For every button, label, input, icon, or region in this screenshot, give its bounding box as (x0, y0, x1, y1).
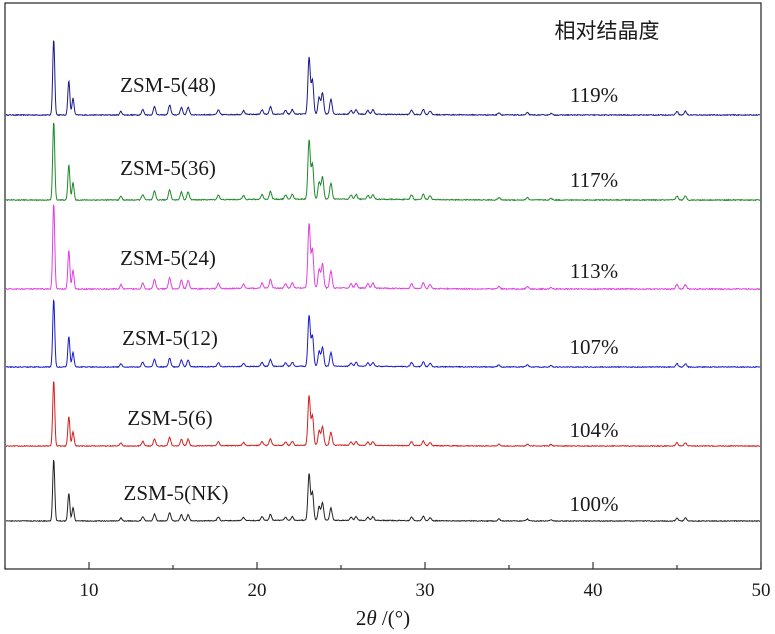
crystallinity-label-5: 104% (570, 418, 619, 442)
crystallinity-label-6: 100% (570, 492, 619, 516)
series-label-3: ZSM-5(24) (120, 246, 216, 270)
xrd-trace-6 (5, 460, 760, 523)
xrd-trace-1 (5, 40, 761, 117)
crystallinity-labels-group: 119% 117% 113% 107% 104% 100% (570, 83, 619, 516)
xrd-trace-3 (5, 204, 761, 291)
xrd-trace-5 (5, 381, 761, 448)
series-label-6: ZSM-5(NK) (124, 481, 229, 505)
x-tick-label-40: 40 (584, 580, 603, 601)
x-axis-label-prefix: 2 (356, 606, 367, 630)
series-labels-group: ZSM-5(48) ZSM-5(36) ZSM-5(24) ZSM-5(12) ZSM-… (120, 73, 228, 505)
x-axis-label-theta: θ (366, 606, 376, 630)
x-axis-label: 2θ /(°) (356, 606, 410, 630)
crystallinity-label-2: 117% (570, 168, 618, 192)
x-tick-label-10: 10 (80, 580, 99, 601)
x-axis-label-unit: /(°) (377, 606, 410, 630)
series-label-2: ZSM-5(36) (120, 156, 216, 180)
crystallinity-header: 相对结晶度 (555, 19, 660, 43)
crystallinity-label-4: 107% (570, 335, 619, 359)
traces-group (5, 40, 761, 523)
series-label-4: ZSM-5(12) (122, 326, 218, 350)
plot-frame (4, 2, 762, 570)
series-label-5: ZSM-5(6) (127, 406, 212, 430)
x-tick-label-20: 20 (248, 580, 267, 601)
xrd-trace-2 (5, 122, 761, 202)
x-axis: 10 20 30 40 50 (4, 562, 771, 601)
crystallinity-label-3: 113% (570, 259, 618, 283)
x-tick-label-50: 50 (752, 580, 771, 601)
crystallinity-label-1: 119% (570, 83, 618, 107)
series-label-1: ZSM-5(48) (120, 73, 216, 97)
xrd-trace-4 (5, 298, 761, 369)
x-tick-label-30: 30 (416, 580, 435, 601)
